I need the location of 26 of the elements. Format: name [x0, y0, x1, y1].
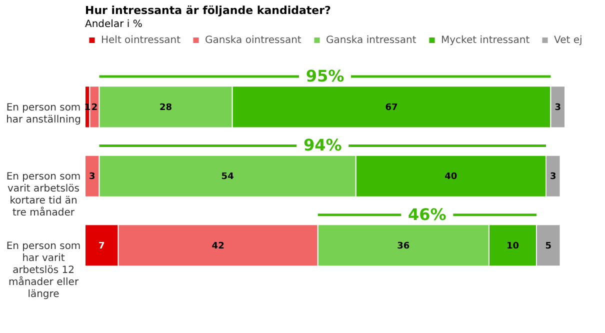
data-label: 54 — [221, 172, 234, 182]
data-label: 3 — [88, 172, 96, 182]
data-label: 5 — [545, 241, 552, 252]
legend-label: Vet ej — [554, 35, 582, 46]
data-label: 10 — [506, 241, 519, 252]
legend-label: Mycket intressant — [441, 35, 530, 46]
data-label: 67 — [385, 102, 398, 113]
legend-label: Helt ointressant — [101, 35, 181, 46]
annotation: 95% — [306, 66, 344, 86]
data-label: 28 — [160, 102, 172, 113]
data-label: 3 — [550, 172, 556, 182]
data-label: 2 — [91, 102, 98, 113]
legend-label: Ganska intressant — [326, 35, 416, 46]
chart-title: Hur intressanta är följande kandidater? — [85, 4, 331, 17]
y-tick-label: En person som har anställning — [6, 102, 81, 126]
chart-subtitle: Andelar i % — [85, 19, 142, 30]
data-label: 36 — [397, 241, 410, 252]
data-label: 7 — [98, 241, 105, 252]
y-tick-label: En person som varit arbetslös kortare tid än tre månader — [6, 172, 81, 219]
y-tick-label: En person som har varit arbetslös 12 månader eller längre — [6, 240, 81, 300]
annotation: 94% — [303, 136, 342, 155]
annotation: 46% — [408, 204, 446, 224]
data-label: 40 — [444, 172, 458, 182]
data-label: 42 — [212, 241, 224, 252]
data-label: 3 — [554, 102, 562, 113]
legend-label: Ganska ointressant — [205, 35, 302, 46]
